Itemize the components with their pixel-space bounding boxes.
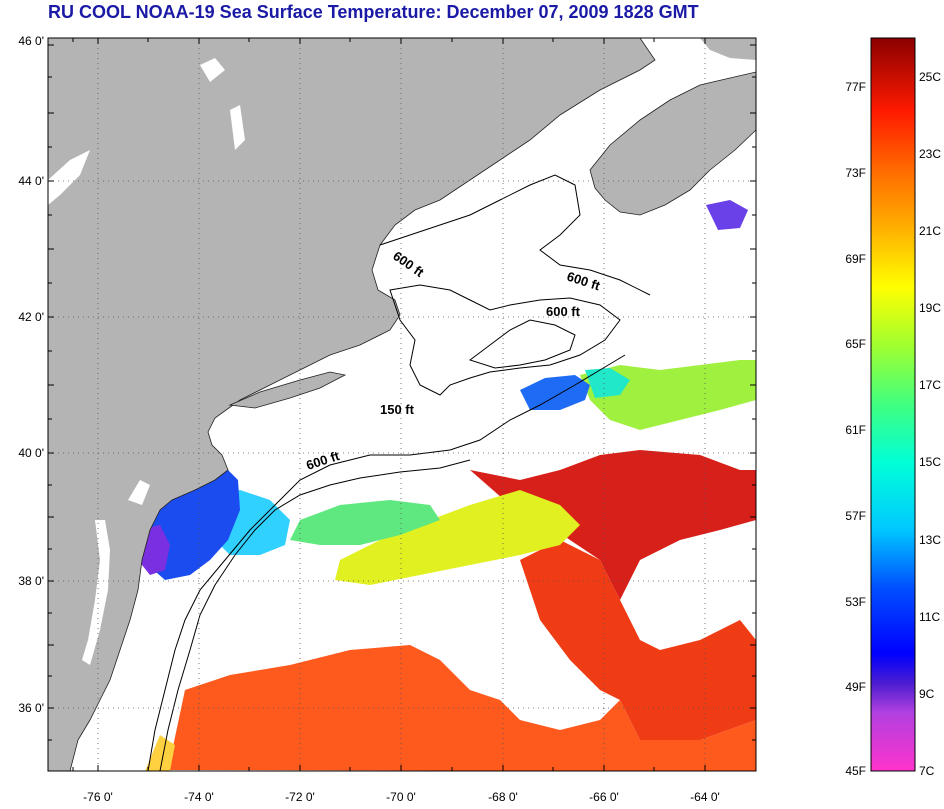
tick-marks <box>48 38 756 771</box>
cb-label-57f: 57F <box>845 509 866 523</box>
tick-marks-right <box>750 44 756 741</box>
map-title: RU COOL NOAA-19 Sea Surface Temperature:… <box>48 2 699 22</box>
bathymetry-contours <box>147 174 651 771</box>
cb-label-45f: 45F <box>845 764 866 778</box>
colorbar-celsius-labels: 25C 23C 21C 19C 17C 15C 13C 11C 9C 7C <box>919 70 941 778</box>
cb-label-53f: 53F <box>845 595 866 609</box>
lon-label-72: -72 0' <box>285 790 315 804</box>
land-inland-lake-2 <box>230 105 245 150</box>
cb-label-69f: 69F <box>845 252 866 266</box>
cb-label-23c: 23C <box>919 147 941 161</box>
lat-label-38: 38 0' <box>18 574 44 588</box>
sst-patch-slope-yellow <box>335 490 580 585</box>
cb-label-17c: 17C <box>919 378 941 392</box>
contour-600ft-basin <box>389 284 621 396</box>
lat-label-36: 36 0' <box>18 701 44 715</box>
cb-label-9c: 9C <box>919 687 935 701</box>
lat-label-46: 46 0' <box>18 34 44 48</box>
land-north-america <box>48 38 656 771</box>
contour-600ft-shelfbreak <box>147 354 626 771</box>
lon-label-64: -64 0' <box>690 790 720 804</box>
colorbar-fahrenheit-labels: 77F 73F 69F 65F 61F 57F 53F 49F 45F <box>845 80 866 778</box>
sst-patch-scotian-purple <box>706 200 748 230</box>
graticule <box>48 38 756 771</box>
cb-label-25c: 25C <box>919 70 941 84</box>
land <box>48 38 756 771</box>
sst-patch-cape-hatteras-warm <box>145 735 175 771</box>
land-inland-lake-1 <box>200 58 225 82</box>
cb-label-49f: 49F <box>845 680 866 694</box>
cb-label-61f: 61F <box>845 423 866 437</box>
lon-label-74: -74 0' <box>184 790 214 804</box>
colorbar: 77F 73F 69F 65F 61F 57F 53F 49F 45F 25C … <box>845 37 941 778</box>
lon-label-76: -76 0' <box>83 790 113 804</box>
tick-marks-bottom <box>72 765 706 771</box>
cb-label-19c: 19C <box>919 301 941 315</box>
land-prince-edward-island <box>700 38 756 60</box>
land-chesapeake-water <box>82 520 110 665</box>
longitude-labels: -76 0' -74 0' -72 0' -70 0' -68 0' -66 0… <box>83 790 720 804</box>
cb-label-11c: 11C <box>919 610 940 624</box>
land-nova-scotia <box>589 71 756 216</box>
lon-label-70: -70 0' <box>386 790 416 804</box>
cb-label-13c: 13C <box>919 533 941 547</box>
land-long-island <box>228 371 347 409</box>
lat-label-40: 40 0' <box>18 446 44 460</box>
cb-label-65f: 65F <box>845 337 866 351</box>
tick-marks-left <box>48 44 54 741</box>
contour-150ft <box>159 459 471 771</box>
lon-label-66: -66 0' <box>589 790 619 804</box>
cb-label-77f: 77F <box>845 80 866 94</box>
contour-label-150ft: 150 ft <box>380 402 415 417</box>
plot-frame <box>47 37 757 772</box>
land-delaware-bay-water <box>128 480 150 505</box>
contour-gulf-of-maine <box>379 174 651 296</box>
sst-patch-georgesbank-cyan <box>585 368 630 398</box>
land-inland-lake-3 <box>48 150 90 205</box>
colorbar-gradient <box>870 37 916 772</box>
sst-patch-warm-south <box>168 645 756 771</box>
lat-label-44: 44 0' <box>18 174 44 188</box>
cb-label-21c: 21C <box>919 224 941 238</box>
sst-patch-slope-green <box>290 500 440 545</box>
sst-patch-warm-central <box>520 540 756 740</box>
latitude-labels: 46 0' 44 0' 42 0' 40 0' 38 0' 36 0' <box>18 34 44 715</box>
contour-georges-bank <box>468 319 576 369</box>
cb-label-15c: 15C <box>919 455 941 469</box>
cb-label-7c: 7C <box>919 764 935 778</box>
lat-label-42: 42 0' <box>18 310 44 324</box>
sst-patch-georgesbank-blue <box>520 375 590 410</box>
lon-label-68: -68 0' <box>488 790 518 804</box>
contour-label-600ft-georges: 600 ft <box>546 304 581 319</box>
tick-marks-top <box>72 38 706 44</box>
cb-label-73f: 73F <box>845 166 866 180</box>
sst-patch-gulfstream <box>470 450 756 600</box>
